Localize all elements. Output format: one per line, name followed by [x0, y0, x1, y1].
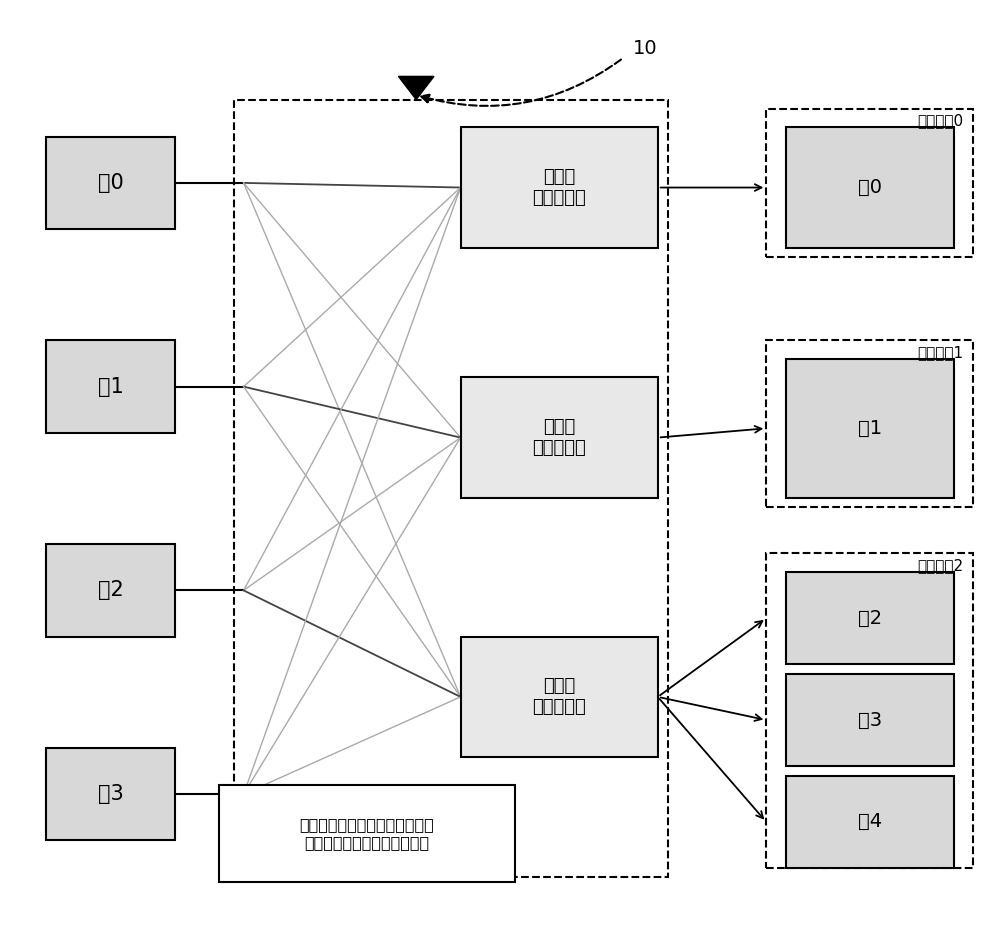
Bar	[461, 377, 658, 498]
Text: 从设备看1: 从设备看1	[917, 345, 963, 360]
Text: 主0: 主0	[98, 173, 123, 193]
Text: 从1: 从1	[858, 419, 882, 438]
Text: 主2: 主2	[98, 580, 123, 601]
Bar	[786, 359, 954, 498]
Bar	[46, 544, 175, 636]
Bar	[46, 136, 175, 229]
Text: 从设备看2: 从设备看2	[917, 558, 963, 573]
Bar	[46, 340, 175, 433]
Text: 从2: 从2	[858, 609, 882, 628]
Text: 从3: 从3	[858, 711, 882, 729]
Bar	[786, 674, 954, 766]
Text: 主1: 主1	[98, 377, 123, 397]
Bar	[219, 785, 515, 882]
Bar	[766, 340, 973, 507]
Bar	[786, 572, 954, 665]
Bar	[766, 109, 973, 257]
Bar	[786, 776, 954, 869]
Text: 从设备看0: 从设备看0	[917, 114, 963, 129]
Text: 主设备至总线控制、选择逻辑之
间的传输时间可能是多个周期: 主设备至总线控制、选择逻辑之 间的传输时间可能是多个周期	[300, 817, 434, 850]
Text: 从0: 从0	[858, 178, 882, 197]
Text: 仲裁器
互联选择器: 仲裁器 互联选择器	[532, 168, 586, 207]
Polygon shape	[398, 76, 434, 100]
Text: 仲裁器
互联选择器: 仲裁器 互联选择器	[532, 678, 586, 716]
Bar	[786, 127, 954, 248]
Text: 从4: 从4	[858, 812, 882, 831]
Text: 仲裁器
互联选择器: 仲裁器 互联选择器	[532, 418, 586, 457]
Bar	[234, 100, 668, 877]
Text: 10: 10	[633, 39, 658, 58]
Bar	[461, 127, 658, 248]
Bar	[46, 748, 175, 840]
FancyArrowPatch shape	[421, 59, 621, 106]
Bar	[766, 554, 973, 869]
Bar	[461, 636, 658, 757]
Text: 主3: 主3	[98, 784, 123, 804]
